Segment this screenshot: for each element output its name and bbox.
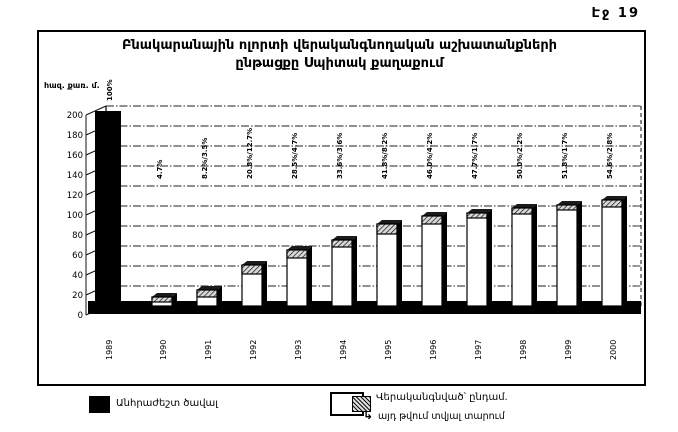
bar-value-label: 41.8%/8.2% xyxy=(381,133,389,179)
bar-value-label: 46.0%/4.2% xyxy=(426,133,434,179)
legend-arrow-icon: ↳ xyxy=(363,408,374,422)
x-axis-year-label: 1992 xyxy=(249,340,258,360)
bar-1998: 50.0%/2.2% 1998 xyxy=(511,133,537,360)
bar-value-label: 47.7%/1.7% xyxy=(471,133,479,179)
bar-1992: 20.8%/12.7% 1992 xyxy=(241,128,267,360)
bar-increment-segment xyxy=(196,289,218,298)
bar-1993: 28.5%/4.7% 1993 xyxy=(286,133,312,360)
page-number: Էջ 19 xyxy=(591,6,640,21)
legend-swatch-required-volume xyxy=(89,396,110,413)
bar-increment-segment xyxy=(466,212,488,219)
y-tick-label: 0 xyxy=(78,311,83,321)
bar-1997: 47.7%/1.7% 1997 xyxy=(466,133,492,360)
y-tick-label: 200 xyxy=(67,111,83,121)
y-tick-label: 60 xyxy=(72,251,83,261)
x-axis-year-label: 2000 xyxy=(609,340,618,360)
legend-label-restored-total: Վերականգնված՝ ընդամ. xyxy=(376,392,508,403)
legend-label-restored-this-year: այդ թվում տվյալ տարում xyxy=(378,411,505,422)
x-axis-year-label: 1991 xyxy=(204,340,213,360)
bar-value-label: 4.7% xyxy=(156,160,164,179)
x-axis-year-label: 1995 xyxy=(384,340,393,360)
bar-increment-segment xyxy=(556,204,578,211)
bar-value-label: 28.5%/4.7% xyxy=(291,133,299,179)
y-tick xyxy=(85,105,107,116)
bar-1990: 4.7% 1990 xyxy=(151,160,177,360)
y-axis-unit-label: հազ. քառ. մ. xyxy=(44,81,100,90)
bar-1994: 33.6%/3.6% 1994 xyxy=(331,133,357,360)
bar-increment-segment xyxy=(376,223,398,235)
chart-title-line1: Բնակարանային ոլորտի վերականգնողական աշխա… xyxy=(121,38,558,53)
bar-1999: 51.8%/1.7% 1999 xyxy=(556,133,582,360)
y-tick-label: 100 xyxy=(67,211,83,221)
bar-increment-segment xyxy=(601,199,623,208)
bar-value-label: 33.6%/3.6% xyxy=(336,133,344,179)
x-axis-year-label: 1997 xyxy=(474,340,483,360)
y-tick-label: 160 xyxy=(67,151,83,161)
bar-value-label: 50.0%/2.2% xyxy=(516,133,524,179)
bar-value-label: 54.6%/2.8% xyxy=(606,133,614,179)
bar-increment-segment xyxy=(331,239,353,248)
bar-1995: 41.8%/8.2% 1995 xyxy=(376,133,402,360)
x-axis-year-label: 1999 xyxy=(564,340,573,360)
x-axis-year-label: 1994 xyxy=(339,340,348,360)
bar-increment-segment xyxy=(421,215,443,225)
bar-2000: 54.6%/2.8% 2000 xyxy=(601,133,627,360)
legend-swatch-restored-this-year xyxy=(352,396,371,412)
y-tick-label: 180 xyxy=(67,131,83,141)
y-tick-label: 120 xyxy=(67,191,83,201)
bar-increment-segment xyxy=(286,249,308,259)
chart-floor xyxy=(88,301,641,314)
x-axis-year-label: 1990 xyxy=(159,340,168,360)
bar-increment-segment xyxy=(511,207,533,215)
chart-title: Բնակարանային ոլորտի վերականգնողական աշխա… xyxy=(37,37,642,73)
bar-value-label: 100% xyxy=(106,79,114,101)
y-tick-label: 20 xyxy=(72,291,83,301)
bar-1991: 8.2%/3.5% 1991 xyxy=(196,138,222,360)
x-axis-year-label: 1998 xyxy=(519,340,528,360)
legend: Անհրաժեշտ ծավալ Վերականգնված՝ ընդամ. ↳ ա… xyxy=(0,388,678,432)
y-tick-label: 80 xyxy=(72,231,83,241)
legend-label-required-volume: Անհրաժեշտ ծավալ xyxy=(116,398,218,409)
bar-1996: 46.0%/4.2% 1996 xyxy=(421,133,447,360)
x-axis-year-label: 1996 xyxy=(429,340,438,360)
bar-value-label: 8.2%/3.5% xyxy=(201,138,209,179)
y-tick-label: 40 xyxy=(72,271,83,281)
chart-figure-frame xyxy=(37,30,646,386)
bar-value-label: 20.8%/12.7% xyxy=(246,128,254,179)
y-tick-label: 140 xyxy=(67,171,83,181)
bar-1989: 100% 1989 xyxy=(95,79,121,360)
bar-increment-segment xyxy=(151,296,173,303)
bar-increment-segment xyxy=(241,264,263,275)
x-axis-year-label: 1993 xyxy=(294,340,303,360)
x-axis-year-label: 1989 xyxy=(105,340,114,360)
chart-title-line2: ընթացքը Սպիտակ քաղաքում xyxy=(235,56,444,71)
bar-value-label: 51.8%/1.7% xyxy=(561,133,569,179)
